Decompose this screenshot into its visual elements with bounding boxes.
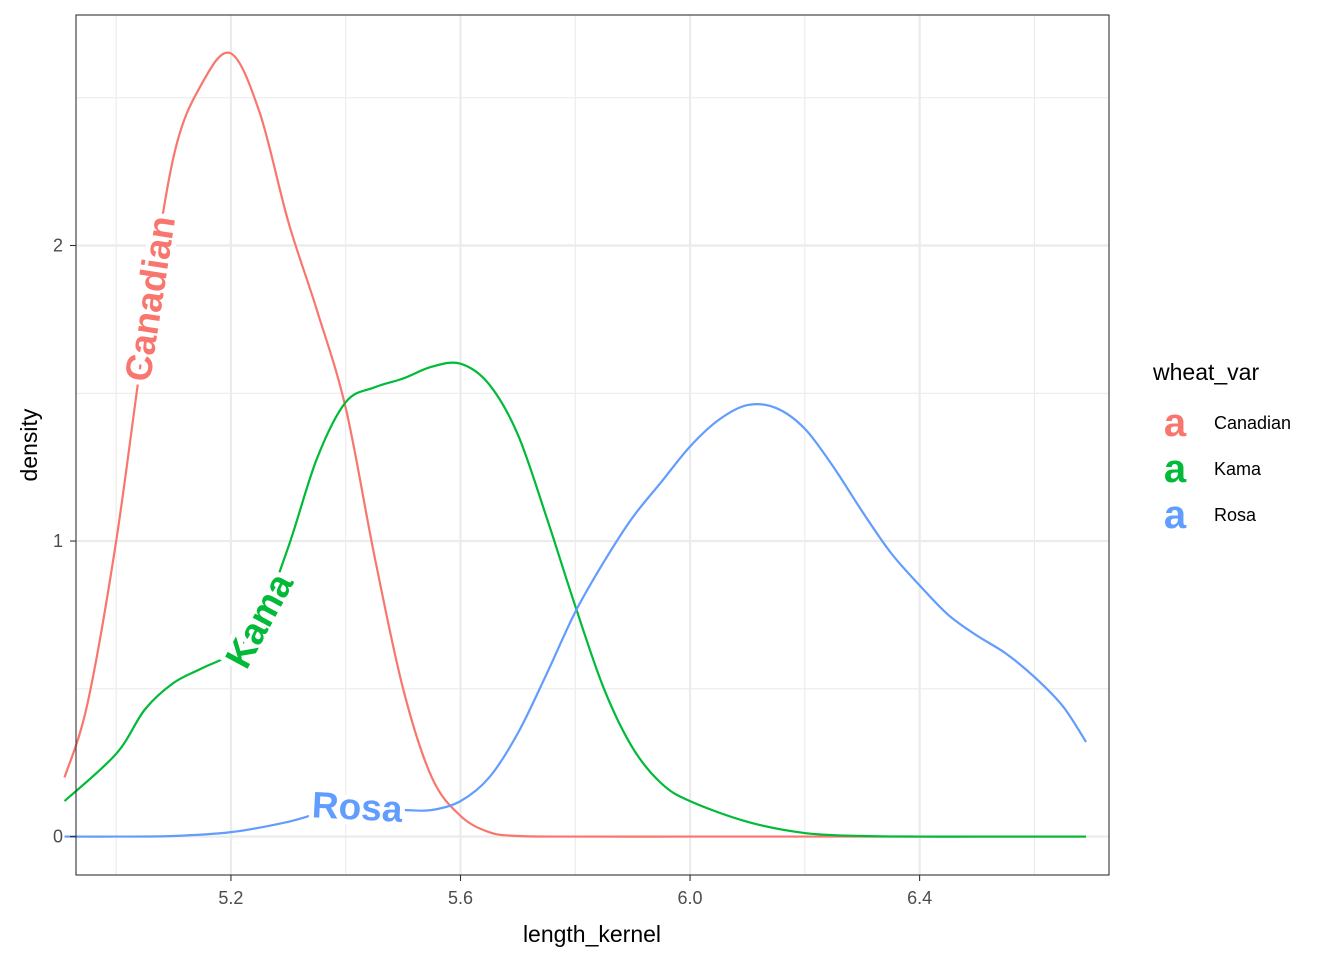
legend-key-glyph: a bbox=[1164, 493, 1187, 537]
density-curves bbox=[63, 51, 1087, 838]
legend-label: Rosa bbox=[1214, 505, 1257, 525]
legend-item-canadian: a Canadian bbox=[1164, 401, 1291, 445]
legend: wheat_var a Canadian a Kama a Rosa bbox=[1152, 359, 1291, 537]
curve-kama bbox=[63, 361, 1087, 838]
plot-panel-border bbox=[75, 14, 1110, 876]
direct-label-rosa: Rosa bbox=[311, 784, 404, 830]
legend-item-rosa: a Rosa bbox=[1164, 493, 1257, 537]
legend-title: wheat_var bbox=[1152, 359, 1259, 385]
x-axis-title: length_kernel bbox=[523, 921, 661, 947]
legend-label: Canadian bbox=[1214, 413, 1291, 433]
legend-item-kama: a Kama bbox=[1164, 447, 1262, 491]
legend-items: a Canadian a Kama a Rosa bbox=[1164, 401, 1291, 537]
y-tick-label: 1 bbox=[53, 531, 63, 551]
y-tick-label: 2 bbox=[53, 236, 63, 256]
y-tick-label: 0 bbox=[53, 827, 63, 847]
x-tick-label: 6.0 bbox=[678, 888, 703, 908]
curve-canadian bbox=[63, 51, 1087, 838]
legend-label: Kama bbox=[1214, 459, 1262, 479]
curve-rosa bbox=[64, 403, 1087, 838]
axes: 5.2 5.6 6.0 6.4 0 1 2 bbox=[53, 236, 932, 908]
x-tick-label: 5.2 bbox=[218, 888, 243, 908]
y-axis-title: density bbox=[16, 408, 42, 481]
x-tick-label: 6.4 bbox=[907, 888, 932, 908]
x-tick-label: 5.6 bbox=[448, 888, 473, 908]
legend-key-glyph: a bbox=[1164, 401, 1187, 445]
legend-key-glyph: a bbox=[1164, 447, 1187, 491]
